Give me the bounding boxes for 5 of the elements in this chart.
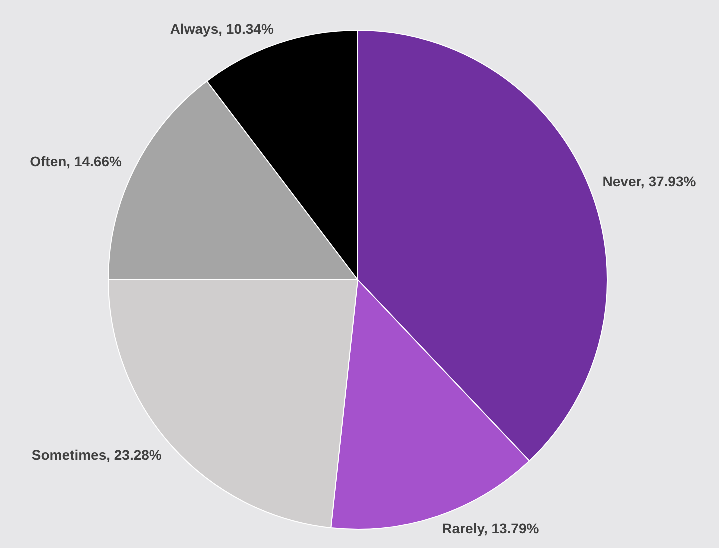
slice-label: Sometimes, 23.28% <box>32 446 162 463</box>
slice-label: Always, 10.34% <box>170 21 274 38</box>
slice-label: Often, 14.66% <box>30 154 122 170</box>
slice-label: Rarely, 13.79% <box>442 520 540 537</box>
slice-label: Never, 37.93% <box>602 173 697 190</box>
